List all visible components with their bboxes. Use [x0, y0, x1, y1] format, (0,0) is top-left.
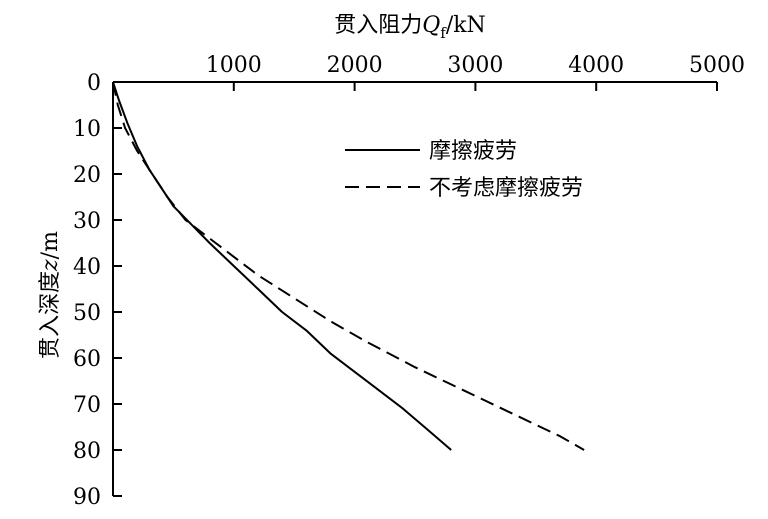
y-tick-label: 60 — [73, 347, 101, 372]
x-axis-title-symbol: Q — [422, 13, 440, 38]
y-tick-label: 30 — [73, 209, 101, 234]
x-tick-label: 1000 — [206, 53, 262, 78]
y-axis-title: 贯入深度z/m — [38, 231, 63, 359]
y-tick-label: 50 — [73, 301, 101, 326]
y-tick-label: 0 — [87, 71, 101, 96]
y-tick-label: 20 — [73, 163, 101, 188]
x-axis-title-unit: /kN — [446, 13, 486, 38]
y-axis-title-prefix: 贯入深度 — [38, 271, 63, 359]
x-axis-title-subscript: f — [440, 24, 447, 42]
y-axis-title-symbol: z — [38, 259, 63, 272]
y-tick-label: 40 — [73, 255, 101, 280]
series-line-1 — [112, 81, 452, 451]
x-tick-label: 5000 — [689, 53, 745, 78]
y-tick-label: 80 — [73, 439, 101, 464]
y-tick-label: 90 — [73, 485, 101, 510]
y-tick-label: 10 — [73, 117, 101, 142]
legend-label-2: 不考虑摩擦疲劳 — [429, 176, 583, 201]
x-tick-label: 2000 — [327, 53, 383, 78]
y-axis-title-unit: /m — [38, 231, 63, 259]
series-group — [112, 81, 585, 451]
x-tick-label: 3000 — [447, 53, 503, 78]
series-line-2 — [112, 81, 585, 451]
x-tick-label: 4000 — [568, 53, 624, 78]
axes-group: 1000 2000 3000 4000 5000 0 10 20 30 40 50 60 70 80 90 — [73, 53, 745, 510]
y-tick-label: 70 — [73, 393, 101, 418]
x-axis-title: 贯入阻力Qf/kN — [334, 13, 486, 42]
legend-label-1: 摩擦疲劳 — [429, 139, 517, 164]
x-axis-title-prefix: 贯入阻力 — [334, 13, 422, 38]
